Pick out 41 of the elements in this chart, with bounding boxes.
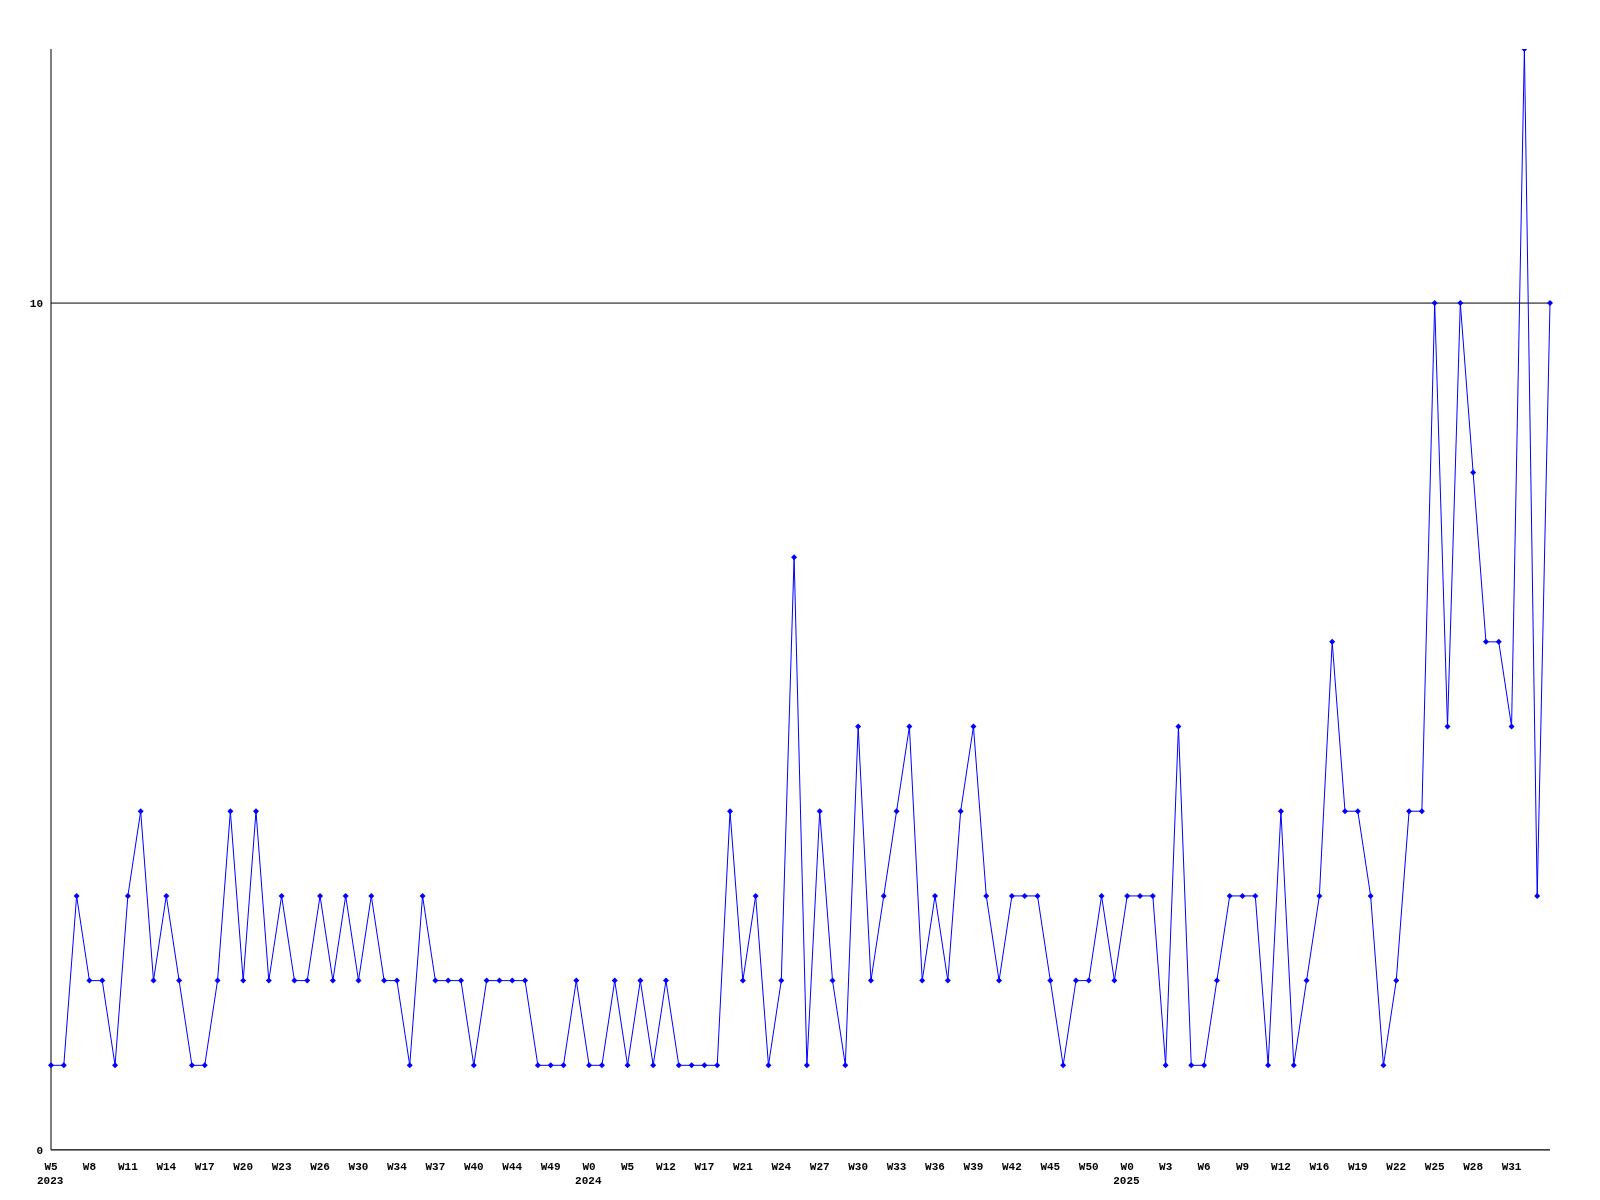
x-tick-label: W30 [848,1161,869,1173]
x-tick-label: W37 [425,1161,446,1173]
x-tick-label: W36 [925,1161,945,1173]
x-tick-label: W6 [1197,1161,1211,1173]
x-tick-label: W14 [156,1161,177,1173]
x-tick-label: W34 [387,1161,408,1173]
x-tick-label: W8 [82,1161,97,1173]
x-tick-label: W26 [310,1161,330,1173]
x-tick-label: W31 [1501,1161,1522,1173]
y-tick-label: 10 [29,297,43,310]
x-tick-label: W23 [271,1161,292,1173]
x-tick-label: W5 [620,1161,635,1173]
y-tick-label: 0 [36,1144,43,1157]
x-tick-label: W49 [540,1161,561,1173]
x-tick-label: W0 2024 [575,1161,602,1187]
x-tick-label: W16 [1309,1161,1330,1173]
x-tick-label: W19 [1347,1161,1368,1173]
x-tick-label: W28 [1463,1161,1484,1173]
x-tick-label: W22 [1386,1161,1407,1173]
x-tick-label: W33 [886,1161,907,1173]
x-tick-label: W20 [233,1161,254,1173]
x-tick-label: W44 [502,1161,523,1173]
x-tick-label: W45 [1040,1161,1061,1173]
x-tick-label: W3 [1159,1161,1173,1173]
x-tick-label: W12 [1271,1161,1291,1173]
x-tick-label: W30 [348,1161,369,1173]
x-tick-label: W0 2025 [1113,1161,1141,1187]
x-tick-label: W40 [463,1161,484,1173]
x-tick-label: W9 [1235,1161,1250,1173]
x-tick-label: W5 2023 [37,1161,64,1187]
x-tick-label: W17 [194,1161,215,1173]
x-tick-label: W42 [1001,1161,1022,1173]
x-tick-label: W24 [771,1161,792,1173]
x-tick-label: W11 [117,1161,139,1173]
x-tick-label: W39 [963,1161,984,1173]
x-tick-label: W12 [656,1161,676,1173]
x-tick-label: W25 [1424,1161,1445,1173]
x-tick-label: W17 [694,1161,715,1173]
x-tick-label: W50 [1078,1161,1099,1173]
x-tick-label: W21 [732,1161,754,1173]
x-tick-label: W27 [809,1161,830,1173]
